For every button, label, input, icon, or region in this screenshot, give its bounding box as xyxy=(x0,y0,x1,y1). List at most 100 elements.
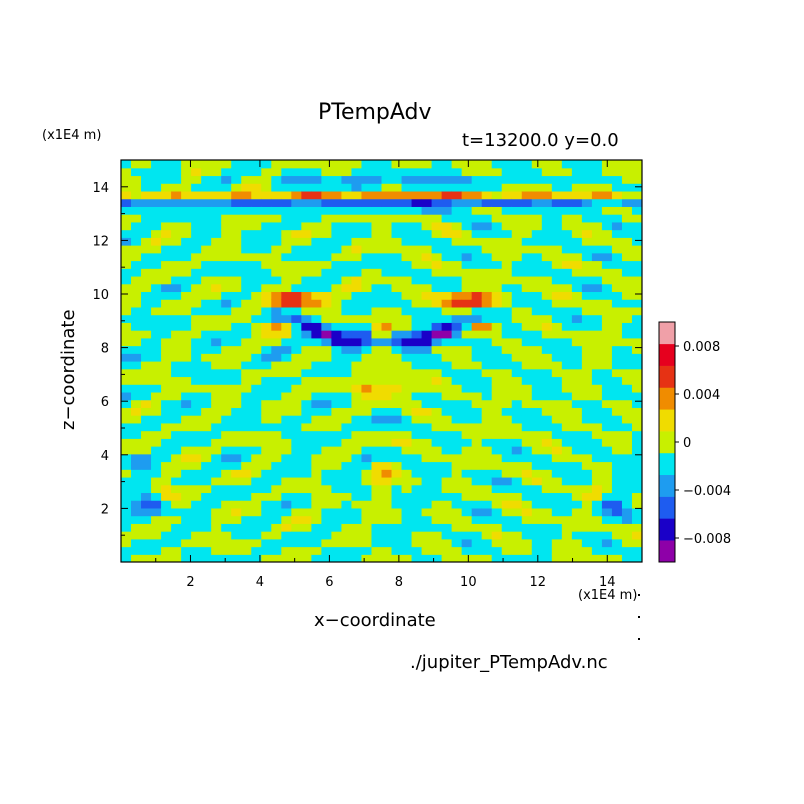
contour-cell xyxy=(591,523,603,532)
contour-cell xyxy=(421,484,433,494)
contour-cell xyxy=(331,361,343,370)
contour-cell xyxy=(131,167,142,177)
contour-cell xyxy=(631,314,642,323)
contour-cell xyxy=(271,160,282,169)
contour-cell xyxy=(521,198,533,207)
contour-cell xyxy=(431,198,443,207)
contour-cell xyxy=(391,268,403,277)
contour-cell xyxy=(361,175,373,184)
marker-dot xyxy=(638,616,640,618)
contour-cell xyxy=(501,376,513,385)
contour-cell xyxy=(621,275,633,285)
contour-cell xyxy=(351,245,363,254)
contour-cell xyxy=(301,214,312,223)
x-tick-label: 6 xyxy=(325,575,333,590)
contour-cell xyxy=(271,190,282,200)
contour-cell xyxy=(281,160,292,169)
contour-cell xyxy=(611,476,623,486)
contour-cell xyxy=(251,538,262,548)
contour-cell xyxy=(281,322,292,331)
contour-cell xyxy=(301,407,312,416)
contour-cell xyxy=(631,245,642,254)
contour-cell xyxy=(271,484,282,494)
contour-cell xyxy=(151,314,162,323)
contour-cell xyxy=(491,430,503,439)
contour-cell xyxy=(331,353,343,362)
contour-cell xyxy=(481,314,493,323)
contour-cell xyxy=(171,538,182,548)
contour-cell xyxy=(531,538,543,548)
contour-cell xyxy=(561,198,573,207)
contour-cell xyxy=(451,198,463,207)
contour-cell xyxy=(411,368,423,378)
contour-cell xyxy=(541,353,553,362)
contour-cell xyxy=(161,391,172,401)
contour-cell xyxy=(171,554,182,562)
contour-cell xyxy=(451,361,463,370)
contour-cell xyxy=(281,291,292,300)
contour-cell xyxy=(351,438,363,447)
contour-cell xyxy=(561,469,573,478)
contour-cell xyxy=(121,283,132,293)
contour-cell xyxy=(441,337,453,347)
contour-cell xyxy=(341,175,353,184)
contour-cell xyxy=(511,399,523,408)
contour-cell xyxy=(321,299,332,308)
contour-cell xyxy=(221,190,232,200)
contour-cell xyxy=(231,361,242,370)
contour-cell xyxy=(241,469,252,478)
contour-cell xyxy=(121,237,132,246)
contour-cell xyxy=(501,531,513,540)
contour-cell xyxy=(251,500,262,509)
contour-cell xyxy=(551,438,563,447)
contour-cell xyxy=(501,322,513,331)
contour-cell xyxy=(491,299,503,308)
contour-cell xyxy=(311,492,322,501)
contour-cell xyxy=(411,353,423,362)
contour-cell xyxy=(231,500,242,509)
contour-cell xyxy=(221,384,232,393)
contour-cell xyxy=(281,229,292,238)
contour-cell xyxy=(531,515,543,524)
contour-cell xyxy=(471,337,483,347)
contour-cell xyxy=(131,160,142,169)
contour-cell xyxy=(631,268,642,277)
contour-cell xyxy=(551,330,563,339)
contour-cell xyxy=(441,384,453,393)
contour-cell xyxy=(361,384,373,393)
contour-cell xyxy=(581,337,593,347)
contour-cell xyxy=(311,430,322,439)
contour-cell xyxy=(441,206,453,215)
contour-cell xyxy=(451,190,463,200)
contour-cell xyxy=(201,183,212,192)
contour-cell xyxy=(481,368,493,378)
colorbar-swatch xyxy=(659,322,675,345)
contour-cell xyxy=(521,183,533,192)
contour-cell xyxy=(171,453,182,463)
contour-cell xyxy=(271,330,282,339)
contour-cell xyxy=(581,546,593,555)
contour-cell xyxy=(241,175,252,184)
contour-cell xyxy=(321,384,332,393)
contour-cell xyxy=(541,345,553,354)
contour-cell xyxy=(431,167,443,177)
contour-cell xyxy=(191,245,202,254)
contour-cell xyxy=(271,268,282,277)
contour-cell xyxy=(291,322,302,331)
contour-cell xyxy=(181,469,192,478)
contour-cell xyxy=(621,353,633,362)
contour-cell xyxy=(181,183,192,192)
contour-cell xyxy=(201,345,212,354)
contour-cell xyxy=(251,515,262,524)
contour-cell xyxy=(371,469,383,478)
contour-cell xyxy=(181,376,192,385)
contour-cell xyxy=(181,167,192,177)
contour-cell xyxy=(491,291,503,300)
contour-cell xyxy=(281,492,292,501)
contour-cell xyxy=(151,391,162,401)
contour-cell xyxy=(401,399,413,408)
contour-cell xyxy=(251,430,262,439)
contour-cell xyxy=(571,183,583,192)
contour-cell xyxy=(321,330,332,339)
contour-cell xyxy=(291,237,302,246)
